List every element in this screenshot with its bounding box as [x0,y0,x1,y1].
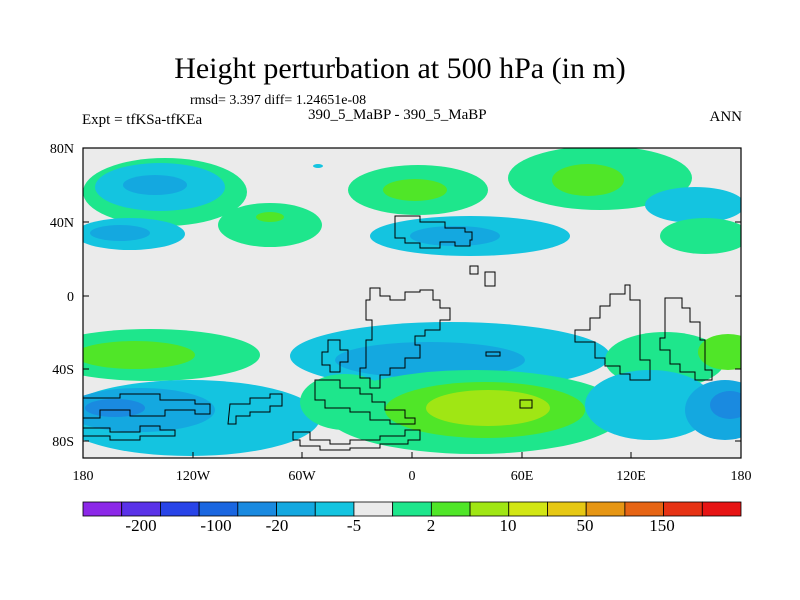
colorbar-label: 50 [577,516,594,535]
coastline [227,393,283,425]
coastline [519,399,533,409]
colorbar-labels: -200 -100 -20 -5 2 10 50 150 [125,516,674,535]
contour-fill [335,342,525,378]
colorbar [82,501,742,517]
coastline-southamerica [314,379,416,425]
lon-label: 180 [731,469,752,484]
colorbar-label: 10 [500,516,517,535]
contour-fill [552,164,624,196]
colorbar-swatch [160,501,200,517]
colorbar-swatch [314,501,355,517]
coastline [83,425,176,441]
colorbar-swatch [701,501,742,517]
colorbar-swatch [237,501,277,517]
contour-fill [85,399,145,417]
coastline-australia [659,297,713,381]
latitude-labels: 80N 40N 0 40S 80S [50,142,74,450]
coastline [321,339,349,373]
colorbar-swatch [508,501,548,517]
lat-label: 40S [52,363,74,378]
lon-label: 120E [616,469,646,484]
contour-fill [585,370,715,440]
experiment-label: Expt = tfKSa-tfKEa [82,112,203,128]
colorbar-swatch [392,501,432,517]
contour-fill [83,341,195,369]
coastline-africa [359,287,451,389]
rmsd-diff-stats: rmsd= 3.397 diff= 1.24651e-08 [190,93,367,108]
colorbar-label: 2 [427,516,436,535]
colorbar-swatch [82,501,123,517]
coastline-antarctic-west [83,393,211,419]
colorbar-swatch [624,501,664,517]
lon-label: 60W [288,469,316,484]
lat-label: 0 [67,290,74,305]
colorbar-label: -5 [347,516,361,535]
contour-fill [426,390,550,426]
contour-fill [313,164,323,168]
lon-label: 60E [511,469,534,484]
north-anomalies [83,148,741,226]
lat-label: 40N [50,216,74,231]
coastline [485,351,501,357]
lon-label: 120W [176,469,211,484]
contour-fill [645,187,741,223]
contour-fill [710,391,741,419]
colorbar-swatch [663,501,703,517]
lon-label: 0 [409,469,416,484]
contour-fill [218,203,322,247]
colorbar-swatch [585,501,626,517]
lon-label: 180 [73,469,94,484]
contour-fill [383,179,447,201]
midlat-north-anomalies [83,203,741,256]
colorbar-swatch [469,501,510,517]
coastlines [83,215,713,451]
map-title: Height perturbation at 500 hPa (in m) [174,52,626,85]
colorbar-label: -200 [125,516,156,535]
coastline [394,215,473,249]
contour-fill [83,388,215,432]
colorbar-label: 150 [649,516,675,535]
contour-fill [698,334,741,370]
coastline-maritime [574,284,651,381]
contour-fill [90,225,150,241]
lat-label: 80S [52,435,74,450]
colorbar-swatch [430,501,471,517]
map-subtitle: 390_5_MaBP - 390_5_MaBP [308,107,487,123]
colorbar-swatch [353,501,394,517]
lat-label: 80N [50,142,74,157]
contour-fill [256,212,284,222]
south-anomalies [83,370,741,456]
season-label: ANN [709,109,743,125]
colorbar-swatch [547,501,587,517]
colorbar-label: -100 [200,516,231,535]
colorbar-label: -20 [266,516,289,535]
contour-fill [123,175,187,195]
tick-marks [82,147,742,458]
coastline-antarctica [292,429,421,451]
colorbar-swatch [121,501,161,517]
map-plot-area [83,148,741,458]
colorbar-swatch [276,501,316,517]
contour-fill [410,226,500,246]
coastline [469,265,496,287]
contour-fill [660,218,741,254]
colorbar-swatch [198,501,239,517]
longitude-labels: 180 120W 60W 0 60E 120E 180 [73,469,752,484]
